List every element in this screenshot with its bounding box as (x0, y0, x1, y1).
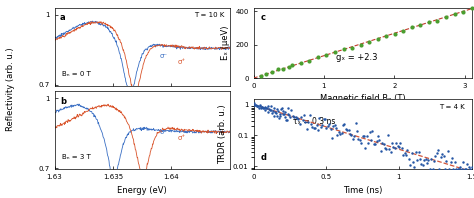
Text: τₓ = 0.3 ns: τₓ = 0.3 ns (293, 117, 335, 126)
Text: b: b (60, 97, 66, 106)
Text: T = 10 K: T = 10 K (194, 12, 225, 18)
Text: σ⁺: σ⁺ (177, 135, 185, 141)
Text: T = 4 K: T = 4 K (439, 104, 465, 110)
Text: σ⁻: σ⁻ (160, 53, 168, 59)
X-axis label: Magnetic field Bₙ (T): Magnetic field Bₙ (T) (320, 94, 405, 104)
Text: Reflectivity (arb. u.): Reflectivity (arb. u.) (6, 47, 15, 131)
Text: σ⁺: σ⁺ (177, 59, 185, 65)
X-axis label: Time (ns): Time (ns) (343, 186, 383, 195)
Text: a: a (60, 13, 65, 22)
Text: d: d (260, 153, 266, 162)
Y-axis label: TRDR (arb. u.): TRDR (arb. u.) (219, 104, 228, 164)
Text: Bₙ = 0 T: Bₙ = 0 T (62, 70, 91, 76)
Text: σ⁻: σ⁻ (160, 129, 168, 135)
Text: c: c (260, 13, 265, 22)
Y-axis label: Eₓ (μeV): Eₓ (μeV) (221, 26, 230, 60)
X-axis label: Energy (eV): Energy (eV) (118, 186, 167, 195)
Text: Bₙ = 3 T: Bₙ = 3 T (62, 154, 91, 160)
Text: gₓ = +2.3: gₓ = +2.3 (337, 52, 378, 62)
